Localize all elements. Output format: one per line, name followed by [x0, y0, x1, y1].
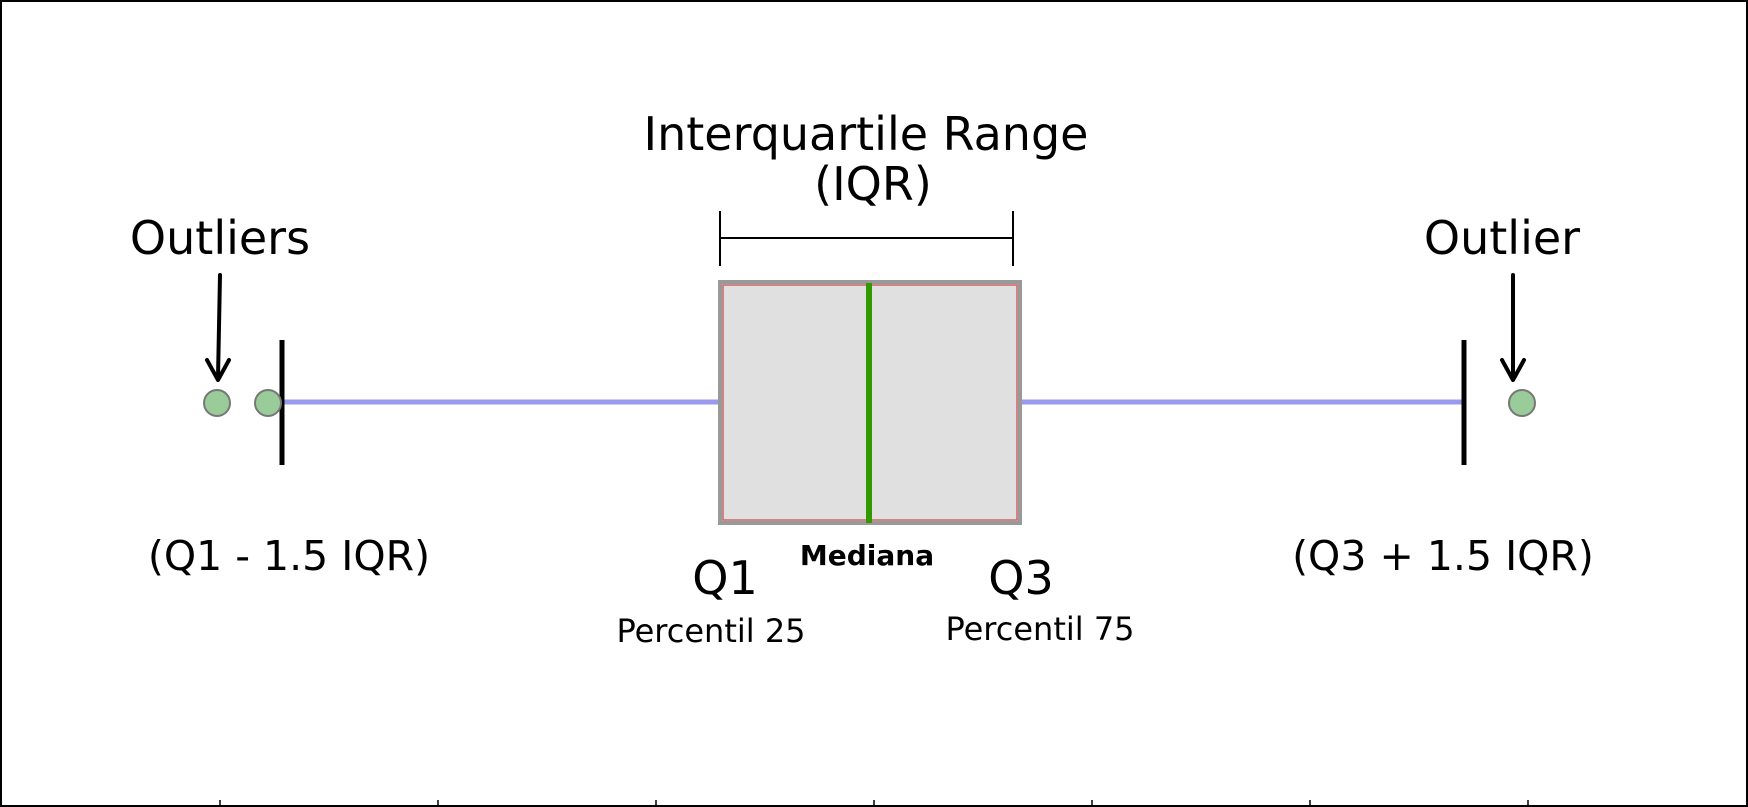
outliers-label: Outliers	[130, 211, 310, 265]
outlier-point	[254, 389, 282, 417]
arrow-icon	[205, 273, 231, 382]
median-label: Mediana	[800, 539, 934, 572]
arrow-icon	[1500, 273, 1526, 382]
q1-label: Q1	[692, 551, 757, 605]
frame-ticks	[219, 800, 1529, 807]
iqr-title-abbrev: (IQR)	[814, 157, 932, 211]
q1-sublabel: Percentil 25	[616, 612, 805, 650]
outlier-label: Outlier	[1424, 211, 1580, 265]
outlier-point	[1508, 389, 1536, 417]
outlier-point	[203, 389, 231, 417]
iqr-bracket	[719, 211, 1014, 266]
iqr-title: Interquartile Range	[644, 107, 1089, 161]
upper-fence-label: (Q3 + 1.5 IQR)	[1292, 532, 1594, 580]
lower-fence-label: (Q1 - 1.5 IQR)	[148, 532, 430, 580]
q3-label: Q3	[988, 551, 1053, 605]
q3-sublabel: Percentil 75	[945, 610, 1134, 648]
